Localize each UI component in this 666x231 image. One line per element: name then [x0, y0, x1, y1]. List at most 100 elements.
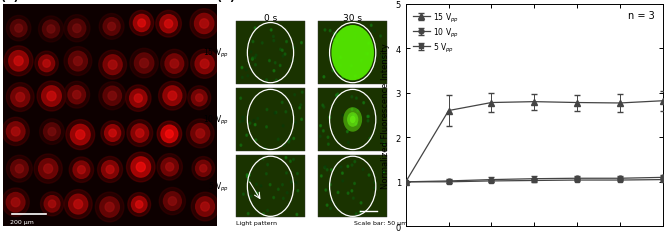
Circle shape — [333, 39, 334, 41]
Text: 5 V$_{pp}$: 5 V$_{pp}$ — [208, 180, 229, 193]
Circle shape — [252, 58, 254, 60]
Circle shape — [355, 117, 356, 119]
Circle shape — [266, 109, 268, 111]
Ellipse shape — [195, 55, 214, 74]
Circle shape — [252, 41, 254, 43]
Ellipse shape — [44, 164, 53, 173]
Circle shape — [354, 182, 356, 185]
Circle shape — [296, 173, 298, 175]
Circle shape — [380, 36, 382, 38]
Ellipse shape — [161, 50, 188, 79]
Circle shape — [281, 102, 283, 104]
Circle shape — [342, 115, 344, 117]
Ellipse shape — [10, 20, 27, 38]
Circle shape — [382, 56, 383, 58]
Circle shape — [354, 76, 356, 78]
Circle shape — [342, 180, 344, 182]
Circle shape — [323, 106, 325, 109]
Ellipse shape — [166, 163, 174, 171]
Circle shape — [383, 143, 385, 145]
FancyBboxPatch shape — [318, 22, 387, 85]
Ellipse shape — [194, 14, 214, 34]
Circle shape — [293, 47, 295, 49]
Circle shape — [329, 30, 331, 33]
Ellipse shape — [68, 20, 86, 38]
Circle shape — [267, 210, 268, 212]
Ellipse shape — [69, 194, 88, 214]
Text: 200 μm: 200 μm — [10, 219, 33, 224]
Circle shape — [374, 182, 376, 184]
Ellipse shape — [126, 85, 151, 112]
Ellipse shape — [200, 202, 209, 211]
Circle shape — [340, 65, 342, 67]
Ellipse shape — [7, 122, 25, 141]
Circle shape — [352, 115, 354, 117]
Circle shape — [280, 49, 281, 51]
Ellipse shape — [129, 11, 154, 36]
Circle shape — [356, 124, 357, 126]
Circle shape — [260, 185, 262, 187]
Circle shape — [347, 113, 358, 127]
Ellipse shape — [170, 60, 178, 69]
Circle shape — [241, 67, 243, 69]
Circle shape — [263, 213, 264, 215]
Ellipse shape — [95, 192, 124, 222]
Circle shape — [296, 213, 298, 216]
Circle shape — [249, 122, 251, 125]
Circle shape — [330, 184, 331, 186]
Circle shape — [322, 130, 324, 132]
FancyBboxPatch shape — [236, 22, 305, 85]
Ellipse shape — [128, 193, 151, 216]
Ellipse shape — [71, 125, 90, 145]
Ellipse shape — [186, 119, 214, 148]
Circle shape — [246, 174, 248, 176]
Ellipse shape — [165, 130, 173, 138]
Circle shape — [342, 172, 343, 174]
Circle shape — [279, 65, 281, 67]
Ellipse shape — [2, 118, 29, 146]
Circle shape — [242, 193, 244, 195]
Circle shape — [252, 59, 253, 61]
Ellipse shape — [73, 161, 90, 179]
Circle shape — [290, 161, 291, 163]
Circle shape — [355, 76, 356, 78]
Ellipse shape — [138, 20, 145, 28]
Circle shape — [246, 176, 248, 178]
Circle shape — [240, 98, 242, 100]
Ellipse shape — [41, 192, 64, 216]
Circle shape — [288, 141, 290, 143]
Circle shape — [332, 26, 374, 81]
Ellipse shape — [161, 126, 178, 143]
Ellipse shape — [191, 192, 219, 221]
Circle shape — [285, 111, 286, 113]
Circle shape — [282, 125, 284, 127]
Circle shape — [240, 144, 242, 147]
Circle shape — [335, 205, 336, 207]
Circle shape — [254, 124, 256, 126]
Circle shape — [273, 197, 274, 199]
Circle shape — [266, 79, 268, 82]
Ellipse shape — [103, 55, 122, 75]
Ellipse shape — [191, 90, 207, 106]
Ellipse shape — [131, 197, 147, 213]
FancyBboxPatch shape — [236, 155, 305, 218]
Circle shape — [254, 57, 256, 59]
Circle shape — [266, 173, 267, 175]
Ellipse shape — [11, 160, 28, 178]
Ellipse shape — [99, 51, 127, 80]
Circle shape — [266, 126, 268, 128]
Y-axis label: Normalized Fluorescence Intensity: Normalized Fluorescence Intensity — [381, 43, 390, 188]
Ellipse shape — [6, 193, 25, 212]
Ellipse shape — [103, 87, 121, 106]
Circle shape — [284, 54, 286, 56]
Ellipse shape — [34, 154, 62, 183]
Circle shape — [337, 94, 338, 96]
Circle shape — [274, 112, 276, 115]
Ellipse shape — [97, 157, 123, 183]
Circle shape — [286, 172, 287, 174]
Ellipse shape — [37, 82, 66, 112]
Ellipse shape — [127, 120, 153, 147]
Circle shape — [255, 139, 256, 142]
Ellipse shape — [77, 166, 85, 174]
Circle shape — [250, 52, 252, 54]
